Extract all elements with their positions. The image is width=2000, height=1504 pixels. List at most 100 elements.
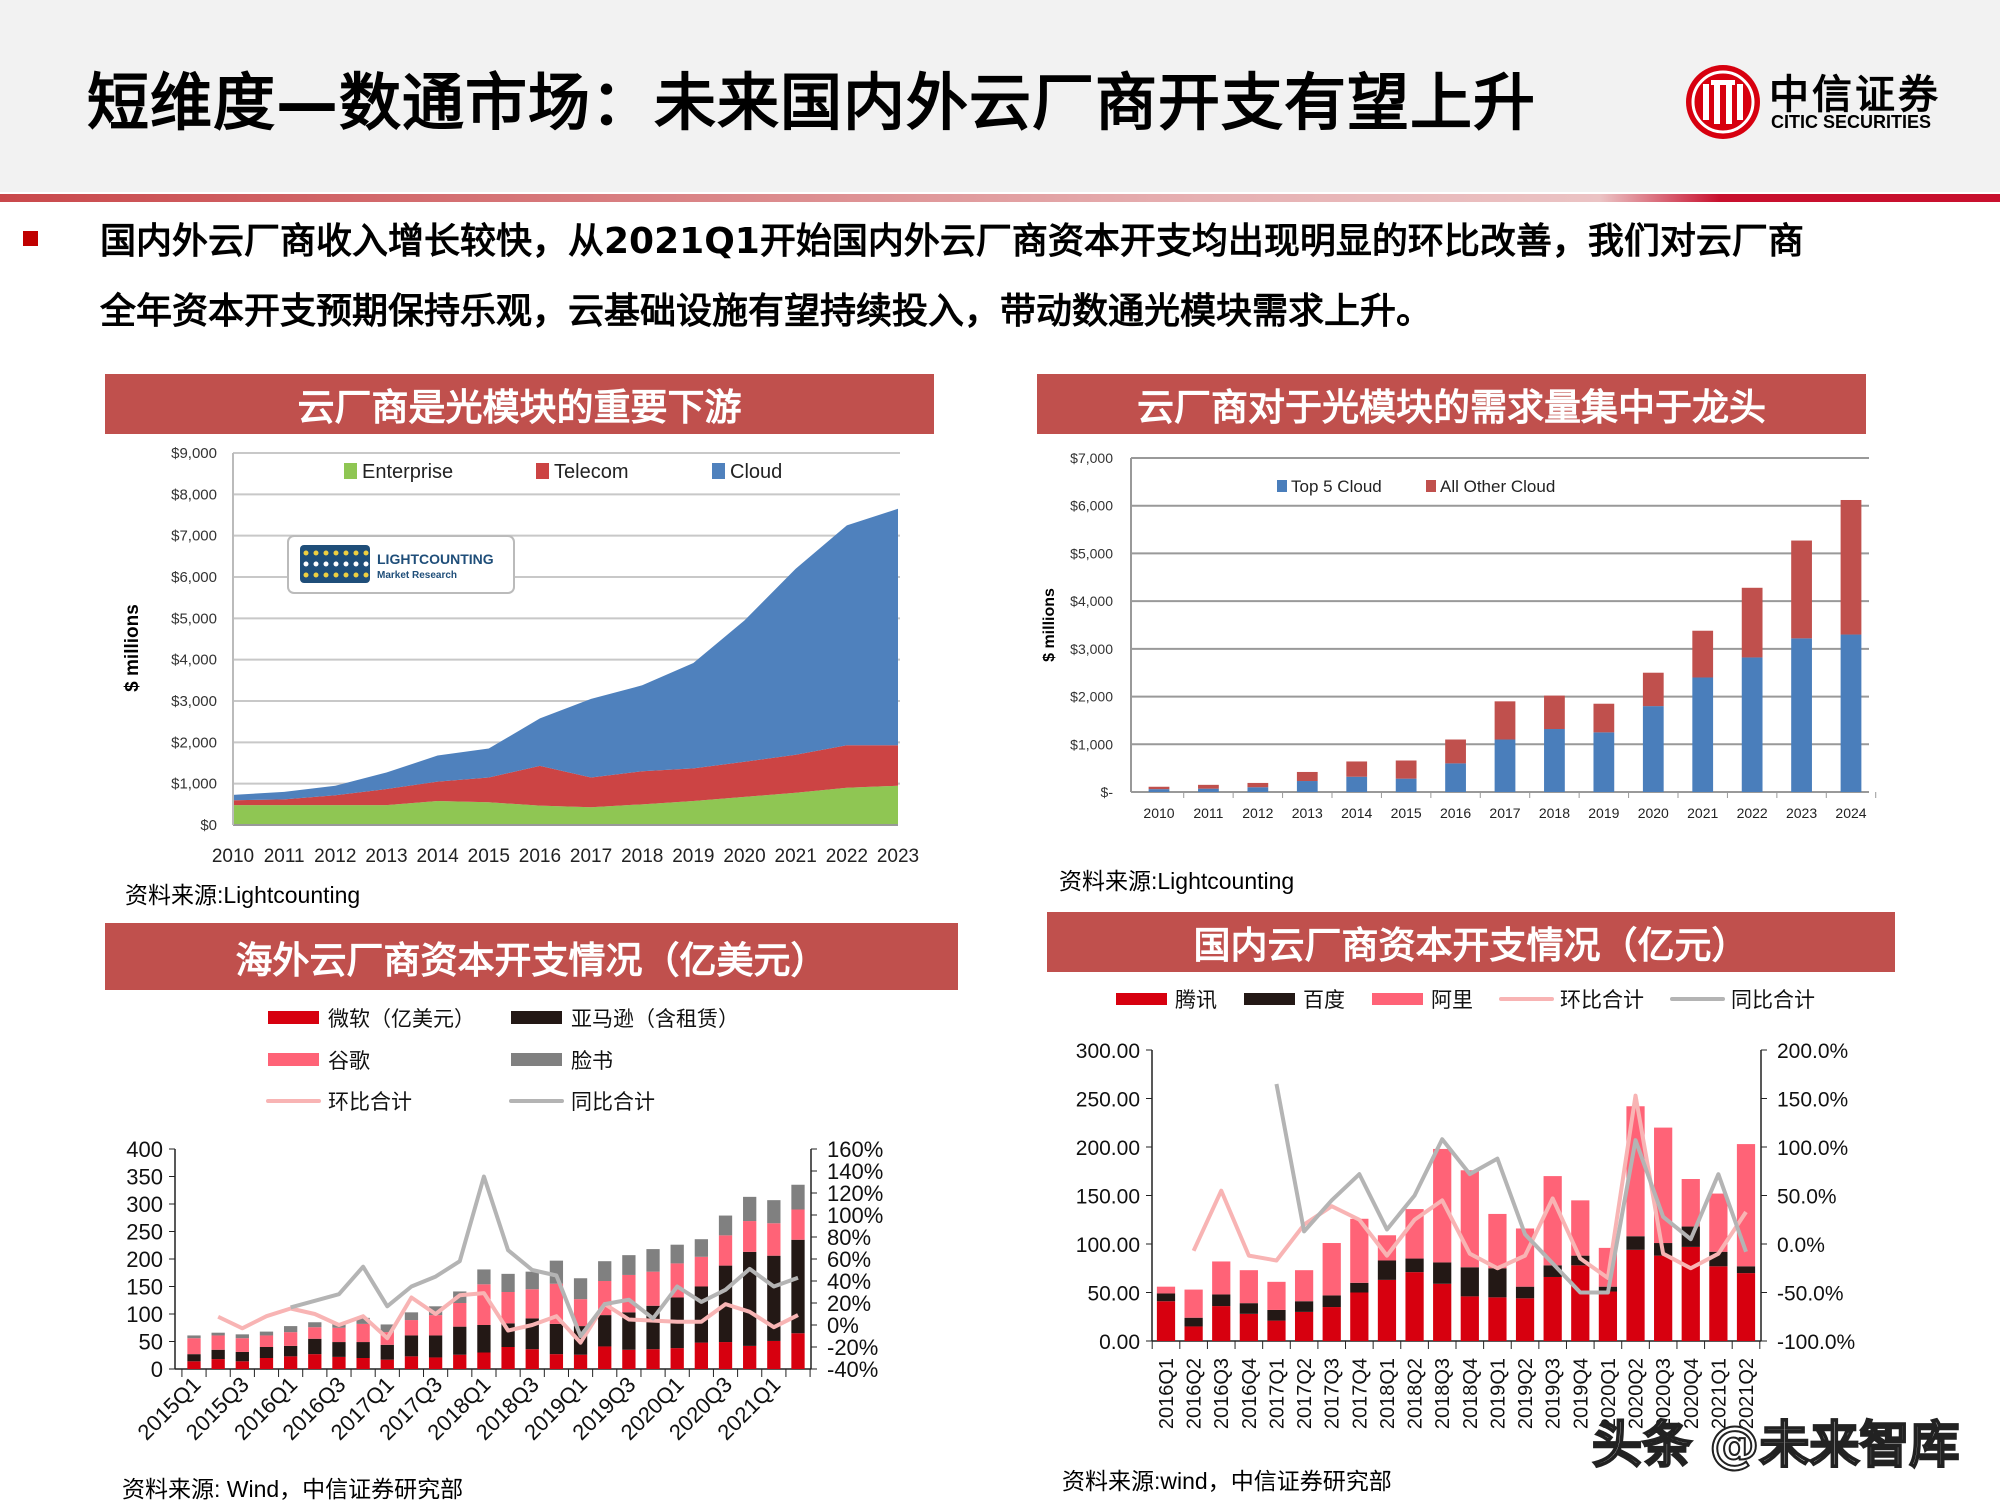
bar-segment [1267,1281,1286,1310]
bar-segment [1322,1295,1341,1308]
bar-segment [1184,1326,1203,1341]
bar-segment [1654,1255,1673,1341]
panel-title-1: 云厂商是光模块的重要下游 [105,374,934,434]
bar-segment [1377,1279,1397,1341]
bar-segment [525,1271,539,1290]
watermark: 头条 @未来智库 [1591,1415,1960,1475]
header-divider [0,194,2000,202]
bar-segment [1494,739,1516,792]
bar-segment [1148,786,1170,790]
bar-segment [356,1342,370,1358]
source-note-4: 资料来源:wind，中信证券研究部 [1062,1468,1392,1494]
legend-label: 阿里 [1431,989,1473,1012]
bar-segment [1156,1301,1176,1341]
y2-tick-label: 100.0% [1777,1137,1848,1160]
logo-dot [313,572,319,578]
x-tick-label: 2021Q1 [1708,1358,1730,1429]
bar-segment [1148,789,1170,792]
y-tick-label: 350 [126,1165,163,1190]
x-tick-label: 2017Q1 [1266,1358,1288,1429]
bar-segment [1709,1193,1728,1252]
x-tick-label: 2016Q4 [1239,1358,1261,1429]
bar-segment [1247,782,1269,788]
bar-segment [791,1184,805,1210]
bar-segment [1405,1258,1424,1273]
y-tick-label: $1,000 [171,776,217,793]
bar-segment [1515,1286,1535,1299]
bar-segment [477,1269,491,1285]
x-tick-label: 2023 [1786,805,1817,821]
bar-segment [670,1348,684,1369]
bar-segment [1791,540,1812,639]
legend-label: 同比合计 [571,1091,655,1114]
bar-segment [187,1354,201,1362]
x-tick-label: 2019Q2 [1515,1358,1537,1429]
x-tick-label: 2019 [1588,805,1619,821]
bar-segment [1571,1200,1590,1256]
y-tick-label: 150 [126,1275,163,1300]
bar-segment [404,1335,419,1357]
y-tick-label: $1,000 [1070,736,1113,752]
x-tick-label: 2018Q1 [1377,1358,1399,1429]
y-tick-label: $3,000 [1070,641,1113,657]
bar-segment [1543,1276,1562,1341]
y-tick-label: 50.00 [1087,1283,1140,1306]
x-tick-label: 2011 [1193,805,1223,821]
bar-segment [1294,1270,1314,1302]
bar-segment [428,1306,443,1316]
y2-tick-label: -50.0% [1777,1283,1844,1306]
bar-segment [235,1338,249,1352]
bar-segment [1156,1286,1176,1294]
x-tick-label: 2015 [1391,805,1422,821]
y2-tick-label: 50.0% [1777,1186,1837,1209]
legend-swatch [1426,480,1436,492]
bar-segment [453,1354,467,1369]
logo-dot [353,561,359,567]
bar-segment [428,1315,443,1336]
bar-segment [1322,1243,1341,1296]
legend-label: 环比合计 [328,1091,412,1114]
x-tick-label: 2021 [775,846,817,867]
logo-dot [353,550,359,556]
bar-segment [1642,706,1664,792]
y-tick-label: $2,000 [171,734,217,751]
y-tick-label: $7,000 [1070,450,1113,466]
legend-swatch [1372,993,1423,1005]
bar-segment [308,1322,322,1328]
x-tick-label: 2016Q3 [1211,1358,1233,1429]
panel-title-3: 海外云厂商资本开支情况（亿美元） [105,923,958,990]
bar-segment [549,1260,564,1284]
y-axis-label: $ millions [1041,588,1058,662]
bar-segment [187,1335,201,1339]
citic-logo: 中信证券 CITIC SECURITIES [1683,62,1963,142]
x-tick-label: 2010 [1143,805,1174,821]
logo-dot [353,572,359,578]
x-tick-label: 2012 [314,846,356,867]
logo-text-en: CITIC SECURITIES [1771,112,1932,132]
bar-segment [1840,499,1862,635]
legend-swatch [1277,480,1287,492]
bar-segment [1741,657,1763,792]
y2-tick-label: -100.0% [1777,1331,1855,1354]
bar-segment [1346,761,1368,777]
x-tick-label: 2022 [826,846,868,867]
y-tick-label: $5,000 [1070,545,1113,561]
bar-segment [1350,1218,1369,1283]
bar-segment [549,1323,564,1355]
bar-segment [428,1357,443,1369]
bar-segment [501,1347,515,1369]
x-tick-label: 2014 [416,846,459,867]
bar-segment [1198,788,1219,792]
bar-segment [1654,1127,1673,1244]
legend-swatch [712,463,725,479]
bar-segment [477,1352,491,1369]
y-tick-label: 250 [126,1220,163,1245]
bar-segment [1642,672,1664,707]
bar-segment [1239,1270,1258,1304]
bar-segment [1377,1235,1397,1261]
y2-tick-label: 160% [827,1137,883,1162]
bar-segment [743,1251,757,1346]
bar-segment [380,1359,394,1369]
legend-swatch [1116,993,1167,1005]
